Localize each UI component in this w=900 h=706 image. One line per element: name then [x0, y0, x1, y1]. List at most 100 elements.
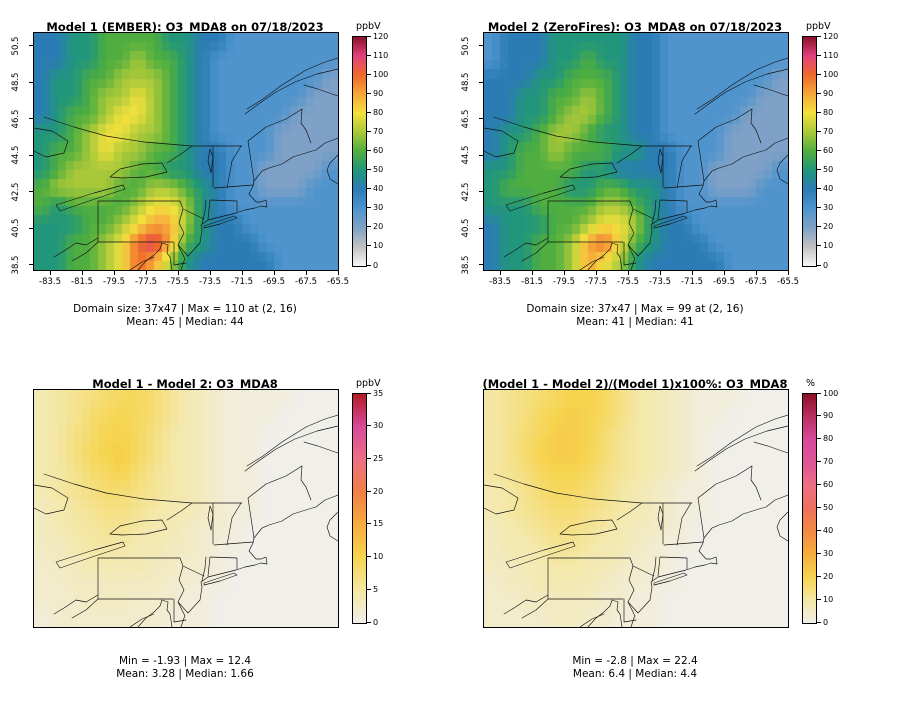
colorbar-tick-mark: [817, 264, 821, 266]
x-tick-mark: [177, 271, 179, 275]
heatmap-canvas: [484, 390, 788, 627]
colorbar-tick-mark: [817, 575, 821, 577]
x-tick-label: -81.5: [71, 277, 93, 287]
colorbar-tick-label: 40: [823, 525, 834, 535]
colorbar-tick-mark: [817, 392, 821, 394]
colorbar-tick-label: 20: [373, 486, 384, 496]
colorbar-tick-label: 0: [373, 260, 379, 270]
x-tick-mark: [627, 271, 629, 275]
colorbar-tick-mark: [367, 35, 371, 37]
colorbar-tick-mark: [367, 490, 371, 492]
colorbar-gradient: [802, 393, 817, 624]
colorbar-tick-label: 100: [823, 69, 839, 79]
colorbar-tick-label: 10: [373, 241, 384, 251]
y-tick-label: 46.5: [11, 109, 21, 129]
x-tick-label: -65.5: [327, 277, 349, 287]
colorbar-tick-mark: [817, 111, 821, 113]
x-tick-mark: [209, 271, 211, 275]
stats-line-2: Mean: 6.4 | Median: 4.4: [572, 668, 698, 680]
x-tick-mark: [273, 271, 275, 275]
colorbar-tick-mark: [817, 226, 821, 228]
colorbar-tick-mark: [817, 621, 821, 623]
panel-title: Model 2 (ZeroFires): O3_MDA8 on 07/18/20…: [487, 19, 783, 34]
colorbar-tick-mark: [367, 226, 371, 228]
colorbar-tick-label: 60: [823, 146, 834, 155]
x-tick-label: -71.5: [681, 277, 703, 287]
colorbar-ticks: 0 10 20 30 40 50 60 70 80 90 100: [802, 389, 874, 627]
panel-model1-ember: Model 1 (EMBER): O3_MDA8 on 07/18/2023 -…: [0, 0, 450, 353]
colorbar-tick-mark: [367, 621, 371, 623]
colorbar-tick-label: 40: [823, 184, 834, 194]
stats-line-1: Min = -2.8 | Max = 22.4: [572, 655, 698, 667]
x-tick-mark: [723, 271, 725, 275]
y-tick-mark: [479, 45, 483, 47]
y-tick-label: 48.5: [11, 72, 21, 92]
y-tick-mark: [29, 154, 33, 156]
x-tick-label: -73.5: [199, 277, 221, 287]
heatmap-canvas: [484, 33, 788, 270]
colorbar-tick-mark: [367, 130, 371, 132]
y-tick-mark: [29, 118, 33, 120]
y-tick-mark: [479, 227, 483, 229]
colorbar-tick-mark: [367, 264, 371, 266]
colorbar-tick-mark: [367, 207, 371, 209]
colorbar-tick-label: 20: [373, 222, 384, 232]
colorbar-tick-label: 110: [373, 50, 389, 60]
x-tick-label: -79.5: [553, 277, 575, 287]
colorbar-unit-label: ppbV: [806, 21, 831, 32]
colorbar-tick-label: 70: [823, 126, 834, 136]
y-tick-mark: [479, 191, 483, 193]
x-axis: [34, 627, 338, 647]
x-tick-mark: [241, 271, 243, 275]
map-model1: -83.5 -81.5 -79.5 -77.5 -75.5 -73.5 -71.5 -69.5…: [11, 32, 349, 287]
colorbar: % 0 10 20 30 40 50 60 70 80 90 100: [802, 378, 874, 627]
colorbar-tick-mark: [817, 461, 821, 463]
y-tick-label: 50.5: [461, 36, 471, 56]
colorbar-tick-mark: [367, 588, 371, 590]
stats-line-1: Min = -1.93 | Max = 12.4: [118, 655, 252, 667]
colorbar-tick-mark: [817, 552, 821, 554]
colorbar: ppbV 0 10 20 30 40 50 60 70 80 90 100 110 120: [802, 21, 874, 270]
colorbar-tick-mark: [367, 73, 371, 75]
x-tick-mark: [563, 271, 565, 275]
colorbar-ticks: 0 5 10 15 20 25 30 35: [352, 389, 424, 627]
y-axis: [460, 390, 484, 627]
x-tick-mark: [691, 271, 693, 275]
x-tick-mark: [787, 271, 789, 275]
heatmap-canvas: [34, 390, 338, 627]
colorbar-tick-label: 60: [373, 146, 384, 155]
colorbar-tick-label: 70: [373, 126, 384, 136]
colorbar-tick-label: 20: [823, 222, 834, 232]
x-tick-mark: [305, 271, 307, 275]
x-tick-label: -67.5: [295, 277, 317, 287]
y-tick-mark: [29, 191, 33, 193]
y-axis: 50.5 48.5 46.5 44.5 42.5 40.5 38.5: [10, 33, 34, 274]
y-tick-label: 44.5: [11, 145, 21, 165]
x-tick-label: -81.5: [521, 277, 543, 287]
x-tick-mark: [755, 271, 757, 275]
x-tick-mark: [49, 271, 51, 275]
x-tick-label: -77.5: [135, 277, 157, 287]
y-tick-label: 44.5: [461, 145, 471, 165]
y-axis: 50.5 48.5 46.5 44.5 42.5 40.5 38.5: [460, 33, 484, 274]
y-tick-mark: [479, 154, 483, 156]
map-percent-difference: [483, 389, 789, 628]
colorbar-tick-mark: [817, 415, 821, 417]
y-tick-label: 42.5: [461, 182, 471, 202]
stats-line-2: Mean: 3.28 | Median: 1.66: [116, 668, 254, 680]
colorbar-tick-mark: [817, 169, 821, 171]
colorbar-tick-label: 90: [373, 88, 384, 98]
colorbar-tick-mark: [817, 35, 821, 37]
x-axis: [484, 627, 788, 647]
colorbar-tick-mark: [367, 169, 371, 171]
y-tick-mark: [29, 45, 33, 47]
x-tick-label: -67.5: [745, 277, 767, 287]
colorbar-tick-mark: [367, 556, 371, 558]
colorbar-tick-label: 60: [823, 480, 834, 490]
x-tick-label: -73.5: [649, 277, 671, 287]
x-tick-label: -71.5: [231, 277, 253, 287]
colorbar-tick-label: 0: [823, 260, 829, 270]
colorbar-gradient: [352, 393, 367, 624]
colorbar: ppbV 0 5 10 15 20 25 30 35: [352, 378, 424, 627]
colorbar-ticks: 0 10 20 30 40 50 60 70 80 90 100 110 120: [352, 32, 424, 270]
